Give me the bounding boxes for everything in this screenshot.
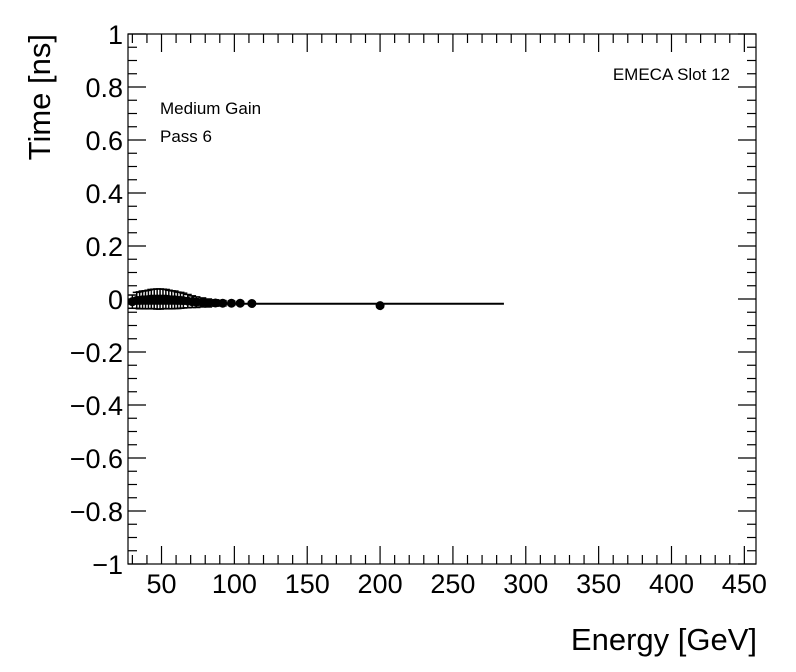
x-tick-label: 350 [576,569,621,599]
x-tick-label: 150 [285,569,330,599]
x-tick-label: 400 [649,569,694,599]
y-tick-label: −0.6 [70,444,123,474]
y-tick-label: 0.8 [85,73,123,103]
x-tick-label: 50 [146,569,176,599]
pass-label: Pass 6 [160,127,212,146]
y-tick-label: 0.2 [85,232,123,262]
data-point [210,298,220,308]
y-axis-title: Time [ns] [22,34,57,160]
y-tick-label: −0.8 [70,497,123,527]
x-tick-label: 450 [722,569,767,599]
y-tick-label: −0.2 [70,338,123,368]
y-tick-label: 0.4 [85,179,123,209]
data-point [218,298,228,308]
gain-label: Medium Gain [160,99,261,118]
data-point [203,298,213,308]
data-point [375,301,385,311]
data-point [247,299,257,309]
y-tick-label: 0 [108,285,123,315]
x-tick-label: 300 [503,569,548,599]
x-axis-title: Energy [GeV] [571,622,757,657]
y-tick-label: 1 [108,20,123,50]
slot-label: EMECA Slot 12 [613,65,730,84]
tick-labels: 50 100 150 200 250 300 350 400 450 1 0.8 0.6 0.4 0.2 0… [70,20,767,599]
y-tick-label: −1 [92,550,123,580]
data-marks [127,288,504,311]
data-point [235,298,245,308]
data-point [226,298,236,308]
x-tick-label: 200 [358,569,403,599]
axis-ticks [128,33,756,565]
x-tick-label: 100 [212,569,257,599]
y-tick-label: −0.4 [70,391,123,421]
x-tick-label: 250 [430,569,475,599]
y-tick-label: 0.6 [85,126,123,156]
